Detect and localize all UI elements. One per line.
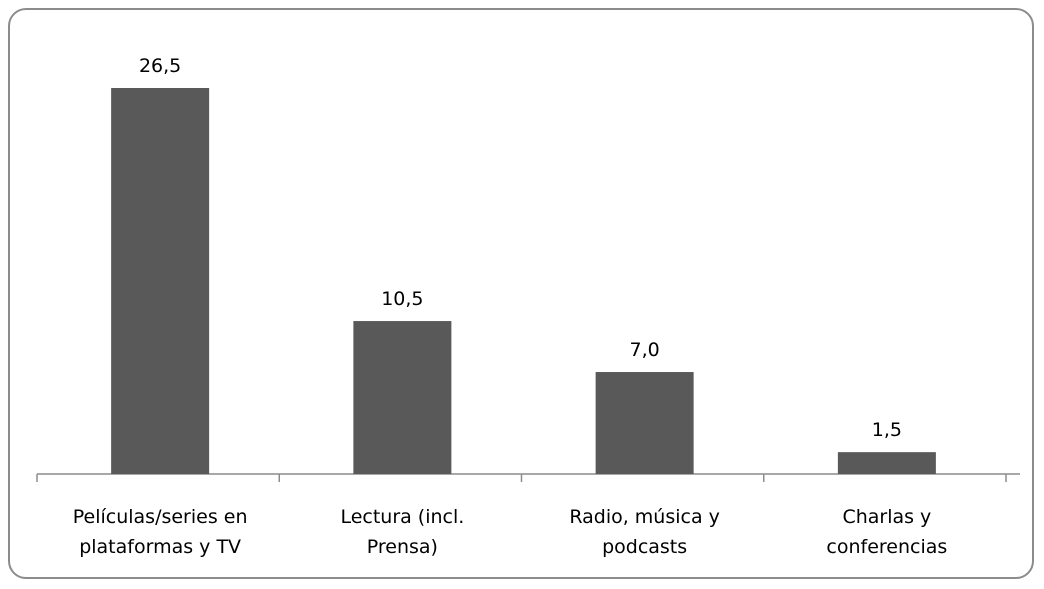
bar [837, 452, 936, 474]
category-label: podcasts [602, 536, 687, 558]
chart-frame [8, 8, 1034, 579]
category-label: Charlas y [842, 506, 931, 528]
category-label: plataformas y TV [79, 536, 241, 558]
category-label: conferencias [826, 536, 947, 558]
category-label: Radio, música y [569, 506, 720, 528]
bar [595, 372, 694, 474]
category-label: Prensa) [367, 536, 438, 558]
data-label: 10,5 [381, 288, 423, 310]
category-label: Lectura (incl. [340, 506, 464, 528]
bar [353, 321, 452, 474]
data-label: 7,0 [630, 339, 660, 361]
data-label: 26,5 [139, 55, 181, 77]
data-label: 1,5 [872, 419, 902, 441]
bar [111, 88, 210, 474]
category-label: Películas/series en [73, 506, 248, 528]
